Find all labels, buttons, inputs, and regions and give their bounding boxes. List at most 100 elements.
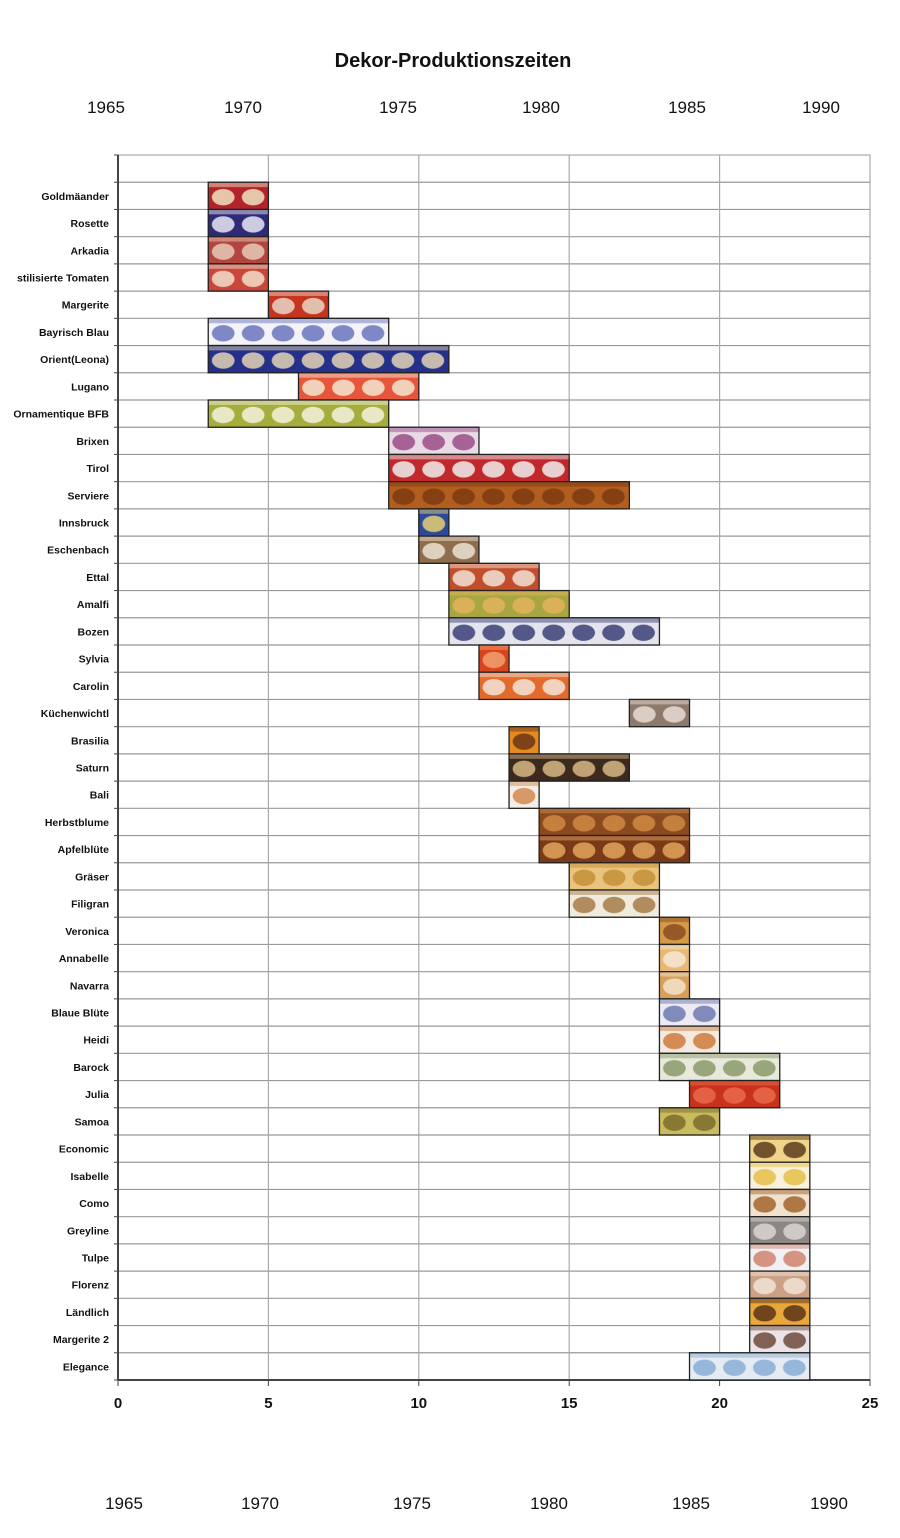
bar-julia [688,1079,781,1109]
row-label: Goldmäander [41,191,109,203]
bar-annabelle [658,943,691,973]
row-label: Sylvia [79,654,110,666]
row-label: Lugano [71,381,109,393]
bar-ländlich [749,1297,811,1327]
bar-veronica [658,916,691,946]
bar-como [749,1188,811,1218]
x-tick-label: 5 [264,1395,272,1412]
row-label: Eschenbach [47,545,109,557]
row-label: stilisierte Tomaten [17,273,109,285]
row-label: Ländlich [66,1307,109,1319]
row-label: Innsbruck [59,518,109,530]
bar-herbstblume [538,807,691,837]
bar-bozen [448,617,661,646]
row-label: Julia [85,1089,109,1101]
row-label: Amalfi [77,599,109,611]
row-label: Bayrisch Blau [39,327,109,339]
row-label: Ornamentique BFB [13,409,109,421]
row-label: Saturn [76,763,109,775]
bar-elegance [688,1352,811,1381]
row-label: Bozen [78,626,110,638]
bar-goldmäander [207,181,270,211]
x-tick-label: 15 [561,1395,578,1412]
bar-sylvia [478,644,510,673]
row-label: Elegance [63,1361,109,1373]
x-tick-label: 10 [410,1395,427,1412]
bar-rosette [207,208,270,238]
row-label: Bali [90,790,109,802]
bar-tulpe [749,1243,811,1272]
row-label: Tirol [86,463,109,475]
bar-arkadia [207,236,270,265]
bar-barock [658,1052,781,1082]
bar-tirol [388,453,570,483]
bar-ornamentique-bfb [207,399,390,428]
row-label: Serviere [68,490,110,502]
bar-filigran [568,889,661,918]
row-label: Tulpe [82,1253,109,1265]
year-label: 1970 [241,1494,279,1513]
bar-navarra [658,971,691,1000]
row-label: Annabelle [59,953,109,965]
bar-stilisierte-tomaten [207,263,270,292]
row-label: Apfelblüte [58,844,109,856]
bar-greyline [749,1216,811,1245]
row-label: Margerite [62,300,109,312]
bar-lugano [297,372,420,401]
row-label: Blaue Blüte [51,1008,109,1020]
year-label: 1985 [668,98,706,117]
row-label: Herbstblume [45,817,109,829]
year-label: 1990 [810,1494,848,1513]
year-label: 1975 [393,1494,431,1513]
bar-gräser [568,862,661,891]
x-tick-label: 25 [862,1395,879,1412]
bar-margerite-2 [749,1324,811,1354]
year-label: 1970 [224,98,262,117]
year-label: 1965 [105,1494,143,1513]
row-label: Brasilia [71,735,109,747]
row-label: Greyline [67,1225,109,1237]
row-label: Carolin [73,681,109,693]
row-label: Brixen [76,436,109,448]
row-label: Orient(Leona) [40,354,109,366]
row-label: Como [79,1198,109,1210]
year-label: 1980 [530,1494,568,1513]
bar-carolin [478,671,570,701]
bar-küchenwichtl [628,698,691,728]
x-tick-label: 20 [711,1395,728,1412]
row-label: Navarra [70,980,109,992]
row-label: Barock [73,1062,109,1074]
row-label: Margerite 2 [53,1334,109,1346]
bar-innsbruck [418,508,450,537]
bar-ettal [448,562,540,592]
bar-amalfi [448,589,570,619]
row-label: Filigran [71,899,109,911]
row-label: Rosette [70,218,109,230]
bar-economic [749,1134,811,1163]
year-label: 1980 [522,98,560,117]
bar-samoa [658,1107,721,1136]
row-label: Economic [59,1144,109,1156]
bar-eschenbach [418,535,480,564]
bar-brasilia [508,726,540,755]
bar-serviere [388,481,631,510]
row-label: Isabelle [70,1171,109,1183]
bar-bali [508,780,540,809]
bar-brixen [388,426,480,456]
chart-title: Dekor-Produktionszeiten [334,50,572,72]
row-label: Samoa [75,1116,110,1128]
row-label: Heidi [83,1035,109,1047]
bar-apfelblüte [538,834,691,864]
bar-orient-leona- [207,344,450,374]
year-label: 1975 [379,98,417,117]
bar-saturn [508,753,631,782]
year-label: 1985 [672,1494,710,1513]
bar-florenz [749,1270,811,1299]
bar-heidi [658,1025,721,1054]
row-label: Arkadia [70,245,109,257]
row-label: Gräser [75,871,109,883]
x-tick-label: 0 [114,1395,122,1412]
year-label: 1965 [87,98,125,117]
